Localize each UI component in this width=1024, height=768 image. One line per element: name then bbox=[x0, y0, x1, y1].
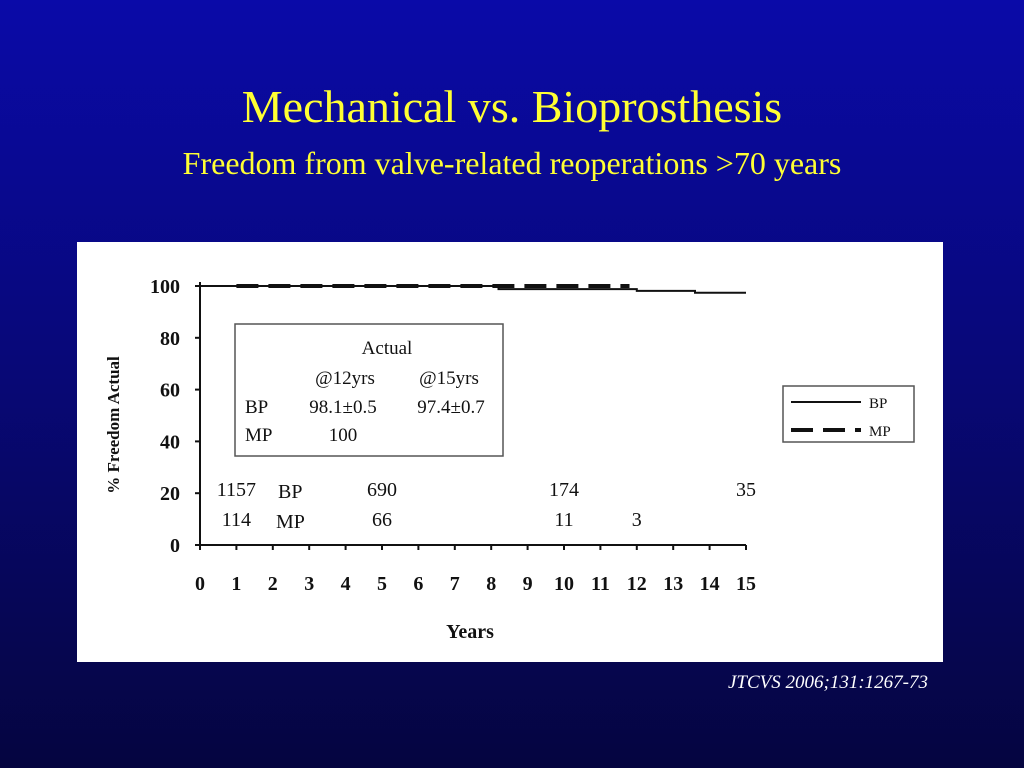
at-risk-bp-value: 35 bbox=[736, 479, 756, 501]
citation: JTCVS 2006;131:1267-73 bbox=[727, 672, 928, 693]
x-tick-label: 4 bbox=[341, 573, 351, 595]
x-tick-label: 5 bbox=[377, 573, 387, 595]
y-tick-label: 20 bbox=[160, 483, 180, 505]
at-risk-bp-value: 174 bbox=[549, 479, 579, 501]
actual-box-bp-15yrs: 97.4±0.7 bbox=[417, 397, 484, 418]
at-risk-mp-value: 66 bbox=[372, 509, 392, 531]
x-tick-label: 1 bbox=[231, 573, 241, 595]
y-axis-label: % Freedom Actual bbox=[104, 356, 123, 494]
x-tick-label: 13 bbox=[663, 573, 683, 595]
legend-bp-label: BP bbox=[869, 396, 887, 412]
actual-box: Actual @12yrs @15yrs BP 98.1±0.5 97.4±0.… bbox=[234, 323, 504, 457]
chart-panel: 0 20 40 60 80 100 0 1 2 3 4 5 6 7 8 9 10 11 12 13 14 15 % Fre… bbox=[77, 242, 943, 662]
at-risk-bp-label: BP bbox=[278, 481, 302, 503]
y-tick-label: 0 bbox=[170, 535, 180, 557]
x-tick-label: 11 bbox=[591, 573, 610, 595]
actual-box-title: Actual bbox=[362, 338, 413, 359]
x-axis-label: Years bbox=[446, 621, 494, 643]
actual-box-bp-12yrs: 98.1±0.5 bbox=[309, 397, 376, 418]
actual-box-col-15yrs: @15yrs bbox=[419, 368, 479, 389]
x-tick-label: 3 bbox=[304, 573, 314, 595]
slide-subtitle: Freedom from valve-related reoperations … bbox=[182, 145, 842, 181]
legend: BP MP bbox=[782, 385, 915, 443]
at-risk-mp-label: MP bbox=[276, 511, 305, 533]
actual-box-row-mp-label: MP bbox=[245, 425, 272, 446]
at-risk-mp-value: 114 bbox=[222, 509, 251, 531]
x-tick-label: 15 bbox=[736, 573, 756, 595]
y-tick-label: 100 bbox=[150, 276, 180, 298]
y-tick-label: 80 bbox=[160, 328, 180, 350]
slide-title: Mechanical vs. Bioprosthesis bbox=[241, 81, 783, 132]
at-risk-bp-value: 1157 bbox=[217, 479, 256, 501]
at-risk-mp-value: 11 bbox=[554, 509, 573, 531]
x-tick-label: 10 bbox=[554, 573, 574, 595]
x-tick-label: 0 bbox=[195, 573, 205, 595]
at-risk-mp-value: 3 bbox=[632, 509, 642, 531]
x-tick-label: 7 bbox=[450, 573, 460, 595]
x-tick-label: 9 bbox=[523, 573, 533, 595]
at-risk-bp-value: 690 bbox=[367, 479, 397, 501]
x-tick-label: 12 bbox=[627, 573, 647, 595]
x-tick-label: 6 bbox=[413, 573, 423, 595]
y-tick-label: 40 bbox=[160, 431, 180, 453]
actual-box-row-bp-label: BP bbox=[245, 397, 268, 418]
actual-box-mp-12yrs: 100 bbox=[329, 425, 358, 446]
x-tick-label: 2 bbox=[268, 573, 278, 595]
actual-box-col-12yrs: @12yrs bbox=[315, 368, 375, 389]
legend-mp-label: MP bbox=[869, 424, 891, 440]
series-line-bp bbox=[200, 285, 746, 294]
y-tick-label: 60 bbox=[160, 380, 180, 402]
x-tick-label: 14 bbox=[700, 573, 720, 595]
x-tick-label: 8 bbox=[486, 573, 496, 595]
